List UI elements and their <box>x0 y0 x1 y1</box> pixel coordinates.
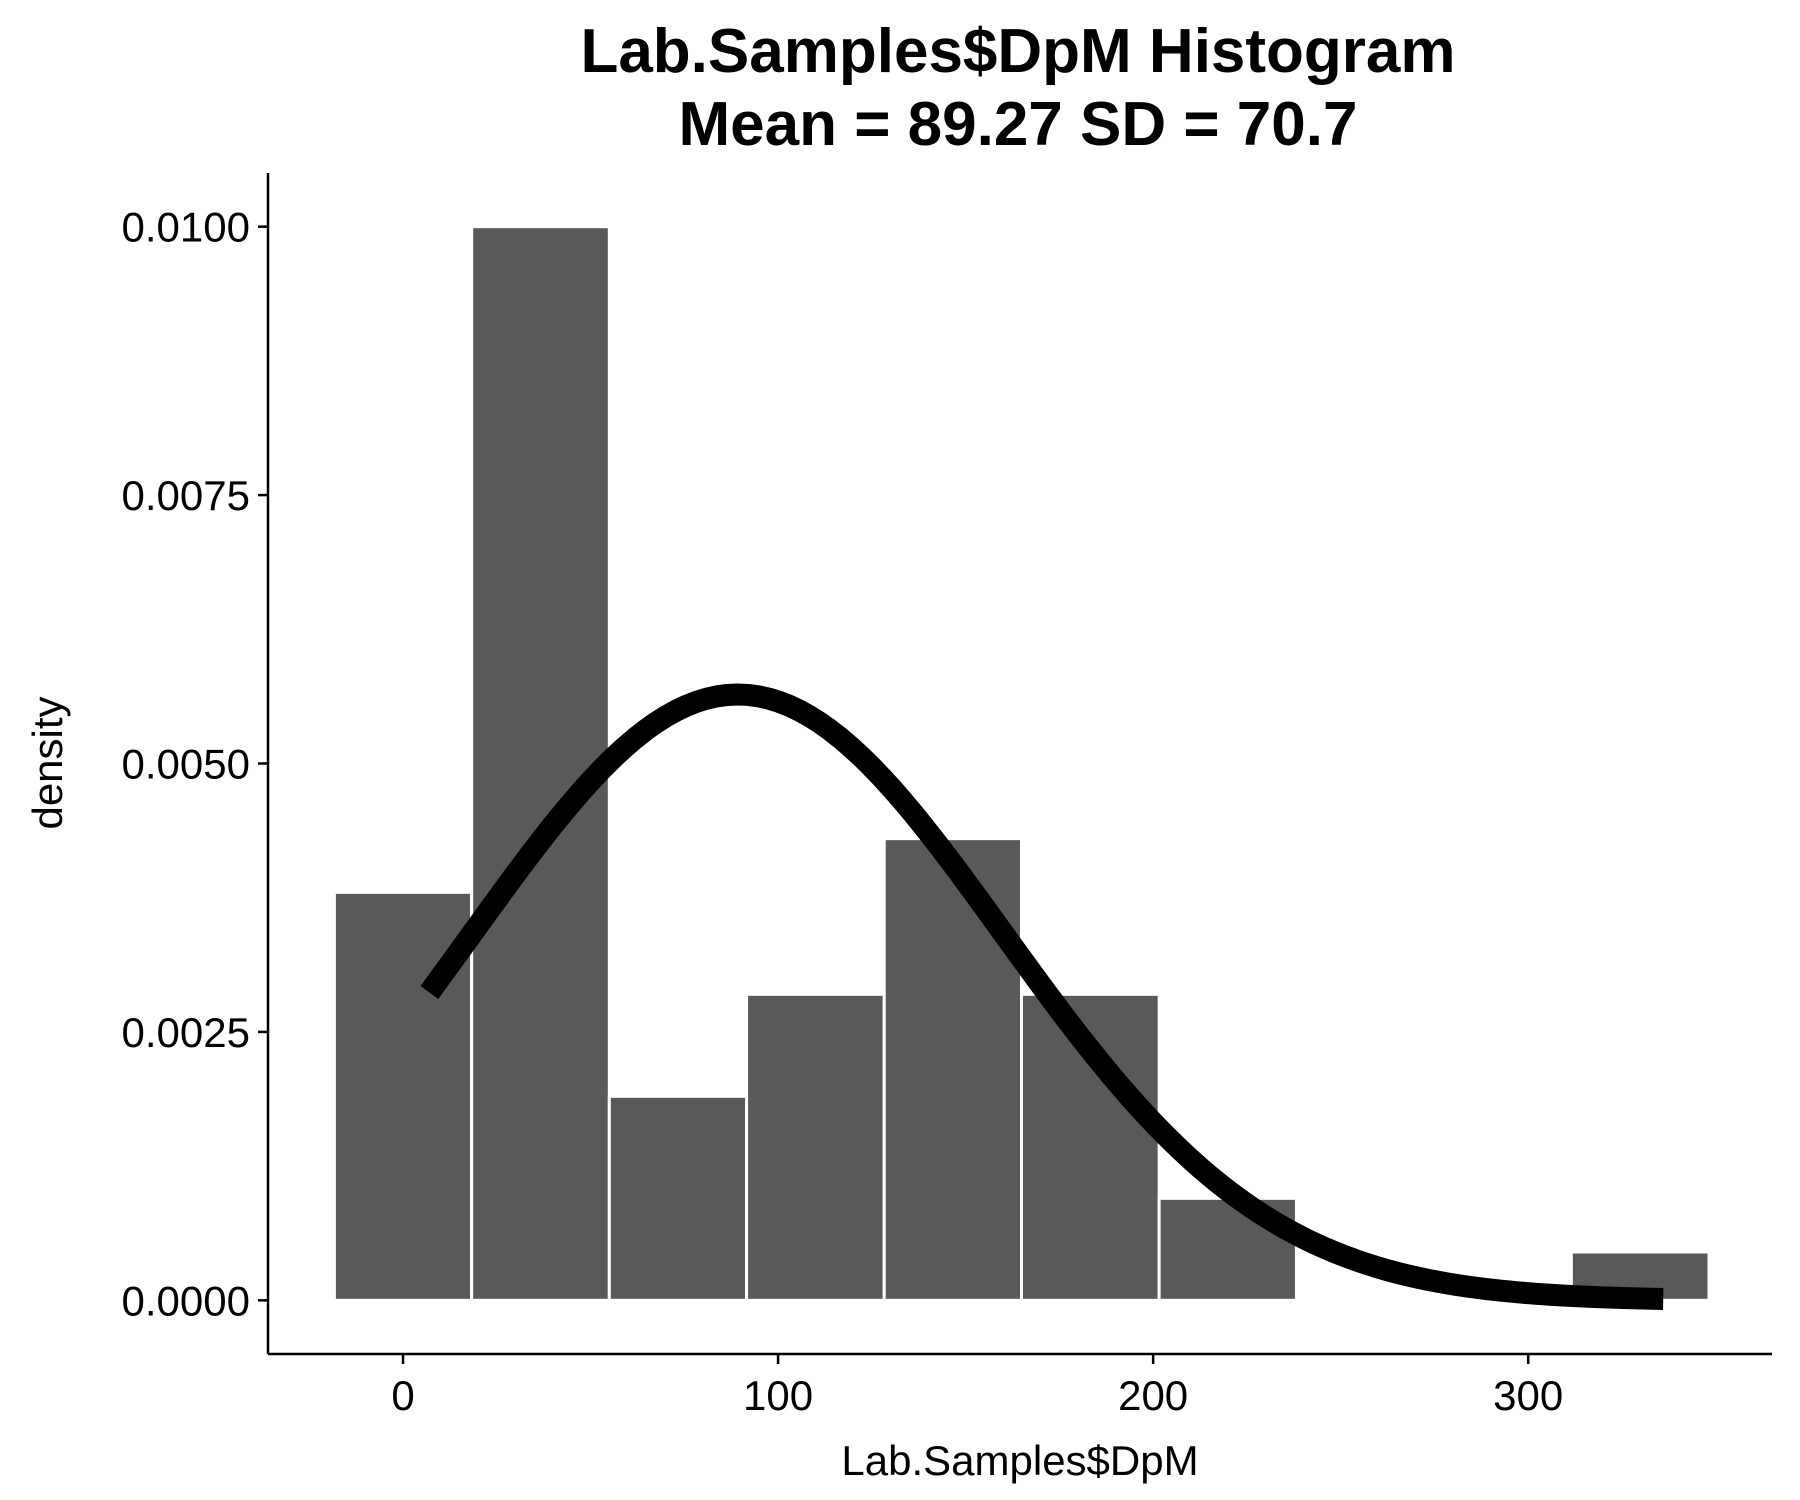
x-tick-label: 0 <box>391 1372 414 1419</box>
y-tick-label: 0.0025 <box>122 1009 250 1056</box>
y-axis-ticks: 0.0000 0.0025 0.0050 0.0075 0.0100 <box>122 204 268 1324</box>
y-tick-label: 0.0000 <box>122 1277 250 1324</box>
chart-title: Lab.Samples$DpM Histogram <box>580 17 1455 86</box>
histogram-bar-4 <box>745 992 886 1302</box>
y-tick-label: 0.0100 <box>122 204 250 251</box>
histogram-bar-2 <box>470 225 611 1302</box>
histogram-bars <box>332 225 1711 1302</box>
x-tick-label: 300 <box>1493 1372 1563 1419</box>
normal-curve <box>420 683 1664 1310</box>
x-tick-label: 200 <box>1118 1372 1188 1419</box>
y-axis-title: density <box>24 696 71 829</box>
y-tick-label: 0.0075 <box>122 472 250 519</box>
histogram-bar-5 <box>882 837 1024 1302</box>
chart-subtitle: Mean = 89.27 SD = 70.7 <box>679 90 1358 159</box>
x-axis-ticks: 0 100 200 300 <box>391 1354 1563 1419</box>
normal-curve-layer <box>420 683 1664 1310</box>
x-tick-label: 100 <box>743 1372 813 1419</box>
x-axis-title: Lab.Samples$DpM <box>841 1437 1198 1484</box>
histogram-bar-3 <box>607 1094 749 1302</box>
y-tick-label: 0.0050 <box>122 741 250 788</box>
